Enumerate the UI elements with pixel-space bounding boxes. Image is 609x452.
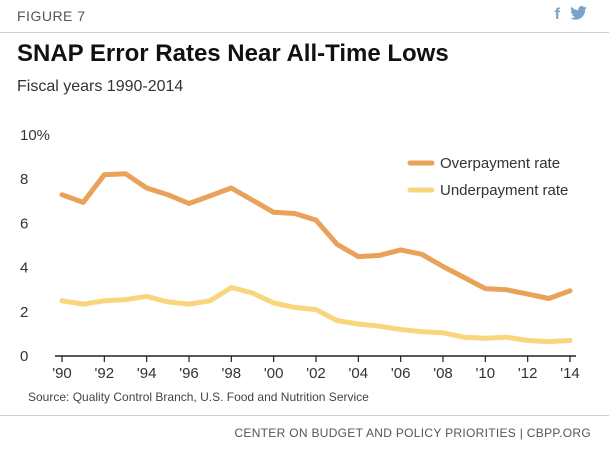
x-tick-label: '92	[95, 365, 115, 382]
series-line	[59, 171, 573, 301]
x-tick-label: '96	[179, 365, 199, 382]
chart-title: SNAP Error Rates Near All-Time Lows	[17, 40, 449, 67]
y-tick-label: 4	[20, 260, 28, 277]
x-tick-label: '12	[518, 365, 538, 382]
y-tick-label: 6	[20, 215, 28, 232]
footer-org: CENTER ON BUDGET AND POLICY PRIORITIES |…	[234, 426, 591, 440]
chart-subtitle: Fiscal years 1990-2014	[17, 78, 184, 95]
twitter-icon[interactable]	[570, 6, 587, 25]
y-tick-label: 8	[20, 171, 28, 188]
x-tick-label: '00	[264, 365, 284, 382]
facebook-icon[interactable]: f	[554, 6, 560, 23]
y-tick-label: 10%	[20, 127, 50, 144]
x-tick-label: '04	[349, 365, 369, 382]
x-tick-label: '90	[52, 365, 72, 382]
x-tick-label: '08	[433, 365, 453, 382]
y-tick-label: 2	[20, 304, 28, 321]
series-line	[59, 285, 573, 345]
figure-label: FIGURE 7	[17, 8, 86, 24]
x-tick-label: '94	[137, 365, 157, 382]
y-tick-label: 0	[20, 348, 28, 365]
x-tick-label: '02	[306, 365, 326, 382]
footer-divider	[0, 415, 609, 416]
x-tick-label: '06	[391, 365, 411, 382]
source-note: Source: Quality Control Branch, U.S. Foo…	[28, 390, 369, 404]
top-bar: FIGURE 7 f	[0, 0, 609, 33]
legend-label: Overpayment rate	[440, 155, 560, 172]
x-tick-label: '10	[476, 365, 496, 382]
legend-label: Underpayment rate	[440, 182, 568, 199]
social-links: f	[555, 6, 587, 25]
x-tick-label: '98	[222, 365, 242, 382]
x-tick-label: '14	[560, 365, 580, 382]
